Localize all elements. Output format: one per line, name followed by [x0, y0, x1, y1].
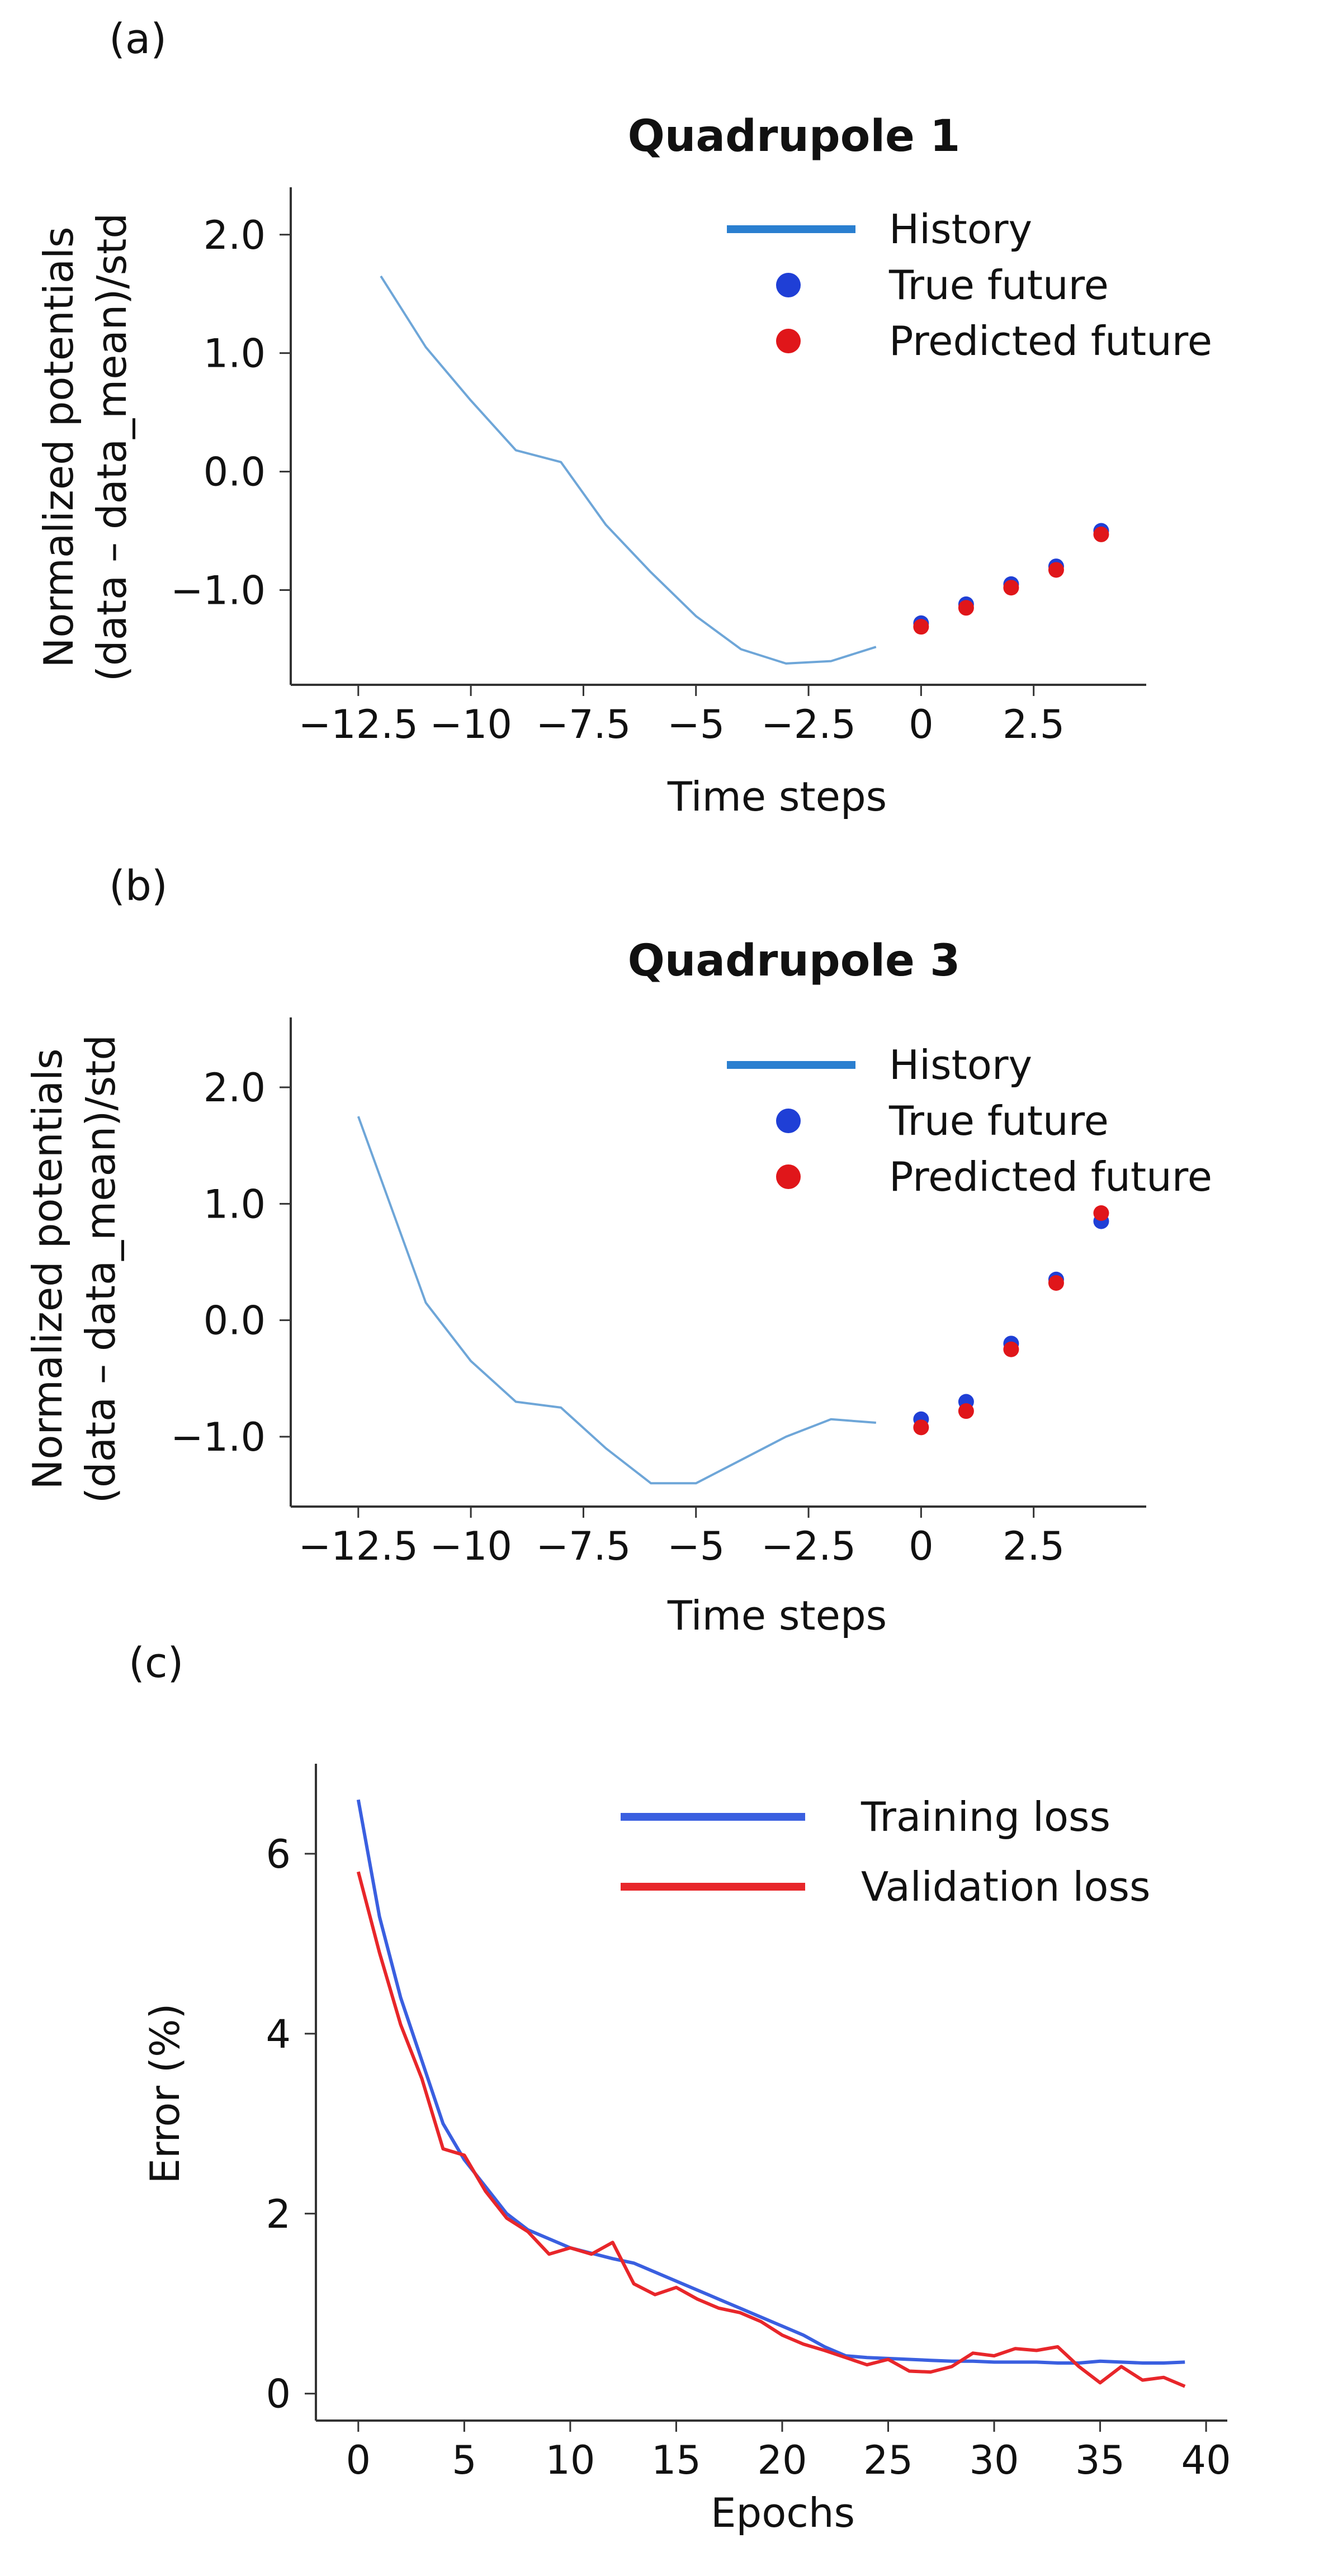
legend: History True future Predicted future — [727, 1041, 1212, 1200]
y-axis-label-line: Normalized potentials — [24, 1049, 71, 1490]
panel-label-c: (c) — [129, 1639, 183, 1687]
plot-area: −12.5 −10 −7.5 −5 −2.5 0 2.5 2.0 1.0 0.0 −1.0 Histo… — [171, 1017, 1212, 1569]
data-point — [958, 600, 974, 616]
y-tick-label: 2.0 — [204, 212, 266, 258]
y-axis-label-line: (data – data_mean)/std — [88, 213, 135, 681]
x-tick-label: 0 — [909, 702, 934, 747]
y-tick-label: 2 — [266, 2191, 291, 2237]
x-tick-label: 20 — [757, 2437, 807, 2483]
x-axis-label: Epochs — [711, 2489, 855, 2536]
plot-area: 0 5 10 15 20 25 30 35 40 0 2 4 6 Training loss Validat… — [266, 1764, 1231, 2483]
y-axis-label: Error (%) — [141, 2004, 188, 2184]
y-tick-label: −1.0 — [171, 567, 266, 613]
x-axis-label: Time steps — [667, 773, 887, 820]
chart-loss: Error (%) Epochs 0 5 10 15 20 25 30 35 40 0 2 4 6 Tra… — [141, 1764, 1231, 2536]
chart-title: Quadrupole 3 — [628, 936, 961, 986]
x-tick-label: 0 — [346, 2437, 371, 2483]
y-tick-label: 1.0 — [204, 1181, 266, 1227]
series-line — [380, 275, 877, 665]
panel-label-b: (b) — [109, 862, 168, 910]
y-tick-label: 1.0 — [204, 331, 266, 377]
y-tick-label: 0.0 — [204, 449, 266, 495]
chart-quadrupole-1: Quadrupole 1 Normalized potentials (data … — [35, 111, 1212, 820]
legend-label: Predicted future — [889, 1153, 1212, 1200]
y-tick-label: 6 — [266, 1831, 291, 1877]
legend-marker — [776, 1109, 801, 1133]
legend-marker — [776, 1164, 801, 1189]
data-point — [1003, 580, 1019, 596]
y-tick-label: −1.0 — [171, 1414, 266, 1460]
x-axis-label: Time steps — [667, 1592, 887, 1639]
y-axis-label-line: Normalized potentials — [35, 227, 82, 668]
y-axis-label: Normalized potentials (data – data_mean)/… — [35, 213, 135, 681]
legend-label: Training loss — [861, 1793, 1110, 1840]
data-point — [1048, 1275, 1064, 1291]
series-line — [356, 1871, 1186, 2388]
legend-marker — [776, 273, 801, 297]
chart-quadrupole-3: Quadrupole 3 Normalized potentials (data … — [24, 936, 1212, 1639]
x-tick-label: −7.5 — [536, 702, 631, 747]
x-tick-label: −10 — [429, 702, 512, 747]
data-point — [1048, 562, 1064, 578]
plot-area: −12.5 −10 −7.5 −5 −2.5 0 2.5 2.0 1.0 0.0 −1.0 Histo… — [171, 187, 1212, 747]
series-line — [356, 1799, 1185, 2365]
x-tick-label: −12.5 — [299, 1523, 419, 1569]
data-point — [913, 619, 929, 635]
x-tick-label: 30 — [969, 2437, 1019, 2483]
y-axis-label-line: (data – data_mean)/std — [77, 1035, 124, 1503]
x-tick-label: 0 — [909, 1523, 934, 1569]
x-tick-label: −5 — [667, 1523, 725, 1569]
panel-label-a: (a) — [109, 15, 167, 63]
x-tick-label: 2.5 — [1003, 702, 1065, 747]
x-tick-label: 15 — [651, 2437, 701, 2483]
x-tick-label: −2.5 — [761, 702, 856, 747]
y-tick-label: 0.0 — [204, 1298, 266, 1344]
data-point — [1093, 1205, 1109, 1221]
data-point — [1093, 526, 1109, 542]
y-tick-label: 2.0 — [204, 1065, 266, 1111]
x-tick-label: −7.5 — [536, 1523, 631, 1569]
y-axis-label-line: Error (%) — [141, 2004, 188, 2184]
series-line — [357, 1116, 876, 1485]
legend-label: True future — [888, 262, 1109, 309]
x-tick-label: 2.5 — [1003, 1523, 1065, 1569]
data-point — [958, 1403, 974, 1419]
legend-marker — [776, 329, 801, 353]
legend: History True future Predicted future — [727, 206, 1212, 364]
data-point — [1003, 1341, 1019, 1357]
legend: Training loss Validation loss — [621, 1793, 1151, 1910]
y-tick-label: 4 — [266, 2011, 291, 2057]
x-tick-label: −2.5 — [761, 1523, 856, 1569]
legend-label: History — [889, 206, 1032, 253]
x-tick-label: −5 — [667, 702, 725, 747]
x-tick-label: 10 — [545, 2437, 595, 2483]
chart-title: Quadrupole 1 — [628, 111, 961, 162]
x-tick-label: 5 — [452, 2437, 477, 2483]
data-point — [913, 1419, 929, 1436]
legend-label: True future — [888, 1097, 1109, 1144]
x-tick-label: −10 — [429, 1523, 512, 1569]
legend-label: Predicted future — [889, 318, 1212, 364]
x-tick-label: 40 — [1181, 2437, 1231, 2483]
x-tick-label: 25 — [863, 2437, 913, 2483]
x-tick-label: 35 — [1075, 2437, 1125, 2483]
legend-label: Validation loss — [861, 1863, 1151, 1910]
x-tick-label: −12.5 — [299, 702, 419, 747]
y-axis-label: Normalized potentials (data – data_mean)/… — [24, 1035, 124, 1503]
legend-label: History — [889, 1041, 1032, 1088]
y-tick-label: 0 — [266, 2371, 291, 2417]
